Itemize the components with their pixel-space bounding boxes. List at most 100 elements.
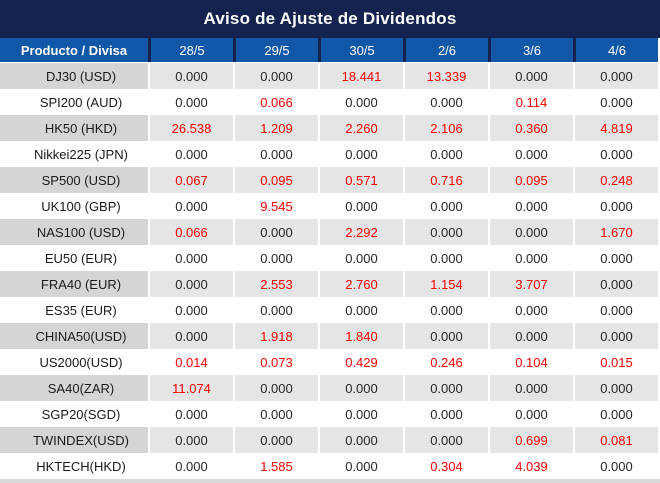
dividend-value: 0.000 [150,427,233,453]
dividend-value: 0.000 [150,141,233,167]
product-label: FRA40 (EUR) [0,271,148,297]
dividend-value: 0.000 [320,453,403,479]
dividend-value: 0.000 [575,375,658,401]
dividend-value: 2.260 [320,115,403,141]
dividend-value: 0.000 [575,453,658,479]
dividend-value: 0.066 [150,219,233,245]
dividend-value: 0.000 [490,401,573,427]
dividend-value: 0.000 [150,89,233,115]
dividend-value: 0.000 [575,89,658,115]
dividend-value: 2.760 [320,271,403,297]
table-row: FRA40 (EUR) 0.000 2.553 2.760 1.154 3.707 0.0… [0,271,660,297]
dividend-value: 2.553 [235,271,318,297]
dividend-value: 0.699 [490,427,573,453]
dividend-value: 0.000 [235,219,318,245]
dividend-value: 0.000 [490,193,573,219]
product-label: SPI200 (AUD) [0,89,148,115]
dividend-value: 1.154 [405,271,488,297]
dividend-value: 0.000 [490,63,573,89]
dividend-value: 0.000 [575,271,658,297]
dividend-value: 1.209 [235,115,318,141]
dividend-value: 0.000 [320,427,403,453]
product-label: US2000(USD) [0,349,148,375]
dividend-value: 0.000 [575,63,658,89]
table-row: CHINA50(USD) 0.000 1.918 1.840 0.000 0.000 0.… [0,323,660,349]
table-row: HK50 (HKD) 26.538 1.209 2.260 2.106 0.360 4.8… [0,115,660,141]
dividend-value: 2.106 [405,115,488,141]
table-row: ES35 (EUR) 0.000 0.000 0.000 0.000 0.000 0.00… [0,297,660,323]
dividend-value: 0.248 [575,167,658,193]
column-header-date: 29/5 [236,38,318,62]
dividend-value: 0.000 [490,375,573,401]
dividend-value: 0.000 [575,401,658,427]
dividend-value: 0.000 [235,141,318,167]
dividend-value: 0.000 [490,245,573,271]
dividend-value: 3.707 [490,271,573,297]
dividend-value: 0.114 [490,89,573,115]
dividend-value: 0.000 [150,245,233,271]
dividend-value: 0.429 [320,349,403,375]
dividend-value: 0.000 [575,245,658,271]
product-label: SP500 (USD) [0,167,148,193]
dividend-value: 0.000 [320,375,403,401]
dividend-value: 0.000 [405,375,488,401]
dividend-value: 0.000 [490,141,573,167]
dividend-value: 0.000 [405,401,488,427]
notice-title: Aviso de Ajuste de Dividendos [0,0,660,38]
column-header-product: Producto / Divisa [0,38,148,62]
product-label: CHINA50(USD) [0,323,148,349]
dividend-value: 2.292 [320,219,403,245]
table-row: UK100 (GBP) 0.000 9.545 0.000 0.000 0.000 0.0… [0,193,660,219]
product-label: NAS100 (USD) [0,219,148,245]
table-row: Nikkei225 (JPN) 0.000 0.000 0.000 0.000 0.00… [0,141,660,167]
table-row: SPI200 (AUD) 0.000 0.066 0.000 0.000 0.114 0.… [0,89,660,115]
dividend-value: 0.000 [320,297,403,323]
product-label: Nikkei225 (JPN) [0,141,148,167]
product-label: EU50 (EUR) [0,245,148,271]
dividend-value: 0.000 [575,141,658,167]
dividend-value: 0.000 [320,401,403,427]
dividend-value: 0.000 [150,401,233,427]
dividend-value: 0.000 [575,323,658,349]
dividend-value: 0.000 [235,297,318,323]
dividend-value: 1.840 [320,323,403,349]
dividend-value: 0.015 [575,349,658,375]
product-label: SA40(ZAR) [0,375,148,401]
dividend-value: 0.360 [490,115,573,141]
dividend-value: 0.000 [405,141,488,167]
dividend-value: 18.441 [320,63,403,89]
table-row: NAS100 (USD) 0.066 0.000 2.292 0.000 0.000 1.… [0,219,660,245]
dividend-value: 0.000 [320,89,403,115]
dividend-value: 0.000 [235,375,318,401]
product-label: ES35 (EUR) [0,297,148,323]
product-label: HK50 (HKD) [0,115,148,141]
column-header-date: 28/5 [151,38,233,62]
dividend-value: 0.073 [235,349,318,375]
table-row: US2000(USD) 0.014 0.073 0.429 0.246 0.104 0.0… [0,349,660,375]
dividend-value: 0.000 [320,141,403,167]
column-header-date: 3/6 [491,38,573,62]
table-header-row: Producto / Divisa 28/5 29/5 30/5 2/6 3/6 4/6 [0,38,660,62]
dividend-value: 0.000 [150,271,233,297]
dividend-value: 0.000 [575,193,658,219]
dividend-value: 0.000 [490,219,573,245]
dividend-value: 4.039 [490,453,573,479]
dividend-value: 0.095 [235,167,318,193]
dividend-value: 0.000 [575,297,658,323]
dividend-value: 0.000 [405,89,488,115]
column-header-date: 2/6 [406,38,488,62]
dividend-value: 0.000 [150,63,233,89]
dividend-value: 1.585 [235,453,318,479]
table-row: SP500 (USD) 0.067 0.095 0.571 0.716 0.095 0.2… [0,167,660,193]
dividend-value: 0.000 [235,63,318,89]
dividend-value: 0.000 [490,323,573,349]
product-label: SGP20(SGD) [0,401,148,427]
dividend-value: 1.670 [575,219,658,245]
table-row: DJ30 (USD) 0.000 0.000 18.441 13.339 0.000 0.… [0,63,660,89]
dividend-value: 4.819 [575,115,658,141]
column-header-date: 4/6 [576,38,658,62]
dividend-value: 0.000 [405,323,488,349]
dividend-value: 0.000 [405,219,488,245]
dividend-value: 0.104 [490,349,573,375]
dividend-value: 0.000 [150,193,233,219]
